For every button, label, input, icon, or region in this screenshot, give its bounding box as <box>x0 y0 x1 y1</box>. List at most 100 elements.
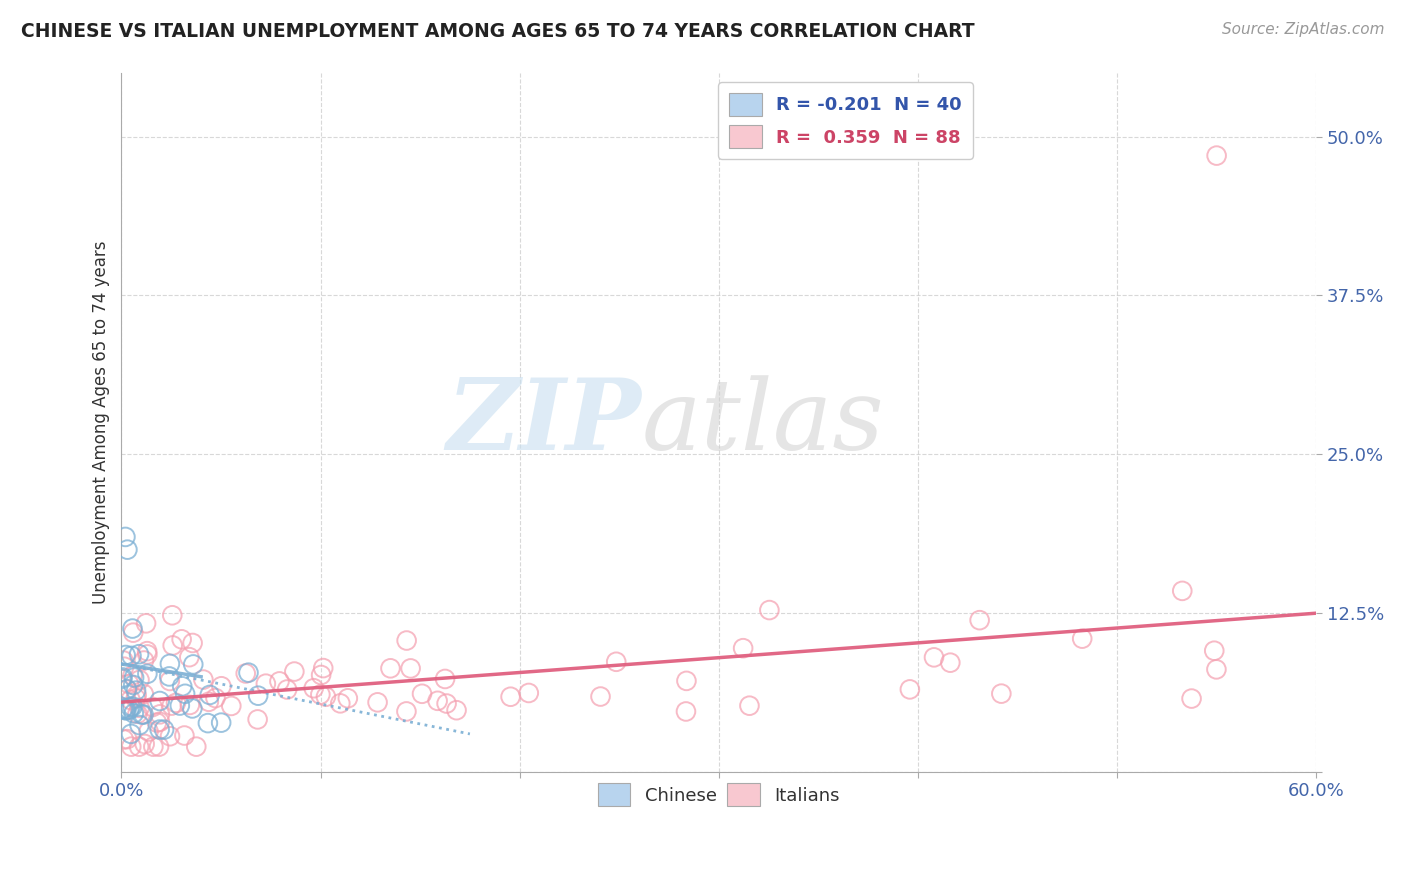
Point <box>329 696 352 710</box>
Point <box>112 654 135 668</box>
Legend: Chinese, Italians: Chinese, Italians <box>589 774 849 815</box>
Point <box>336 691 359 706</box>
Point <box>969 613 991 627</box>
Point <box>399 661 422 675</box>
Text: ZIP: ZIP <box>446 375 641 471</box>
Point <box>589 690 612 704</box>
Point <box>302 681 325 696</box>
Point <box>675 673 697 688</box>
Point <box>138 724 160 739</box>
Point <box>121 622 143 636</box>
Point <box>149 694 172 708</box>
Point <box>136 666 159 681</box>
Point <box>446 703 468 717</box>
Point <box>128 718 150 732</box>
Point <box>122 625 145 640</box>
Point <box>733 641 755 656</box>
Point <box>117 682 139 697</box>
Point <box>898 682 921 697</box>
Point <box>170 632 193 647</box>
Point <box>136 644 159 658</box>
Point <box>173 729 195 743</box>
Point <box>125 688 148 702</box>
Point <box>1204 644 1226 658</box>
Point <box>132 687 155 701</box>
Point <box>186 739 208 754</box>
Point <box>128 739 150 754</box>
Point <box>198 688 221 702</box>
Point <box>309 668 332 682</box>
Point <box>197 716 219 731</box>
Point <box>120 739 142 754</box>
Point <box>367 695 389 709</box>
Point <box>1205 662 1227 676</box>
Point <box>125 683 148 698</box>
Point <box>380 661 402 675</box>
Point <box>111 702 134 716</box>
Point <box>128 673 150 687</box>
Point <box>121 668 143 682</box>
Point <box>426 694 449 708</box>
Point <box>162 608 184 623</box>
Point <box>127 706 149 721</box>
Point <box>238 665 260 680</box>
Point <box>162 639 184 653</box>
Point <box>436 697 458 711</box>
Point <box>159 729 181 743</box>
Point <box>115 732 138 747</box>
Point <box>312 661 335 675</box>
Point <box>276 682 298 697</box>
Point <box>117 542 139 557</box>
Point <box>315 690 337 704</box>
Point <box>193 673 215 687</box>
Point <box>159 657 181 671</box>
Point <box>111 670 134 684</box>
Point <box>111 672 134 686</box>
Point <box>1180 691 1202 706</box>
Y-axis label: Unemployment Among Ages 65 to 74 years: Unemployment Among Ages 65 to 74 years <box>93 241 110 604</box>
Point <box>198 695 221 709</box>
Point <box>1071 632 1094 646</box>
Point <box>309 688 332 702</box>
Point <box>179 650 201 665</box>
Point <box>135 616 157 631</box>
Point <box>922 650 945 665</box>
Point <box>209 679 232 693</box>
Point <box>128 701 150 715</box>
Point <box>675 705 697 719</box>
Text: Source: ZipAtlas.com: Source: ZipAtlas.com <box>1222 22 1385 37</box>
Point <box>247 689 270 703</box>
Point <box>181 701 204 715</box>
Point <box>125 691 148 706</box>
Point <box>118 702 141 716</box>
Point <box>411 687 433 701</box>
Point <box>165 696 187 710</box>
Point <box>121 648 143 663</box>
Point <box>149 707 172 722</box>
Point <box>221 698 243 713</box>
Point <box>605 655 627 669</box>
Point <box>132 707 155 722</box>
Point <box>120 693 142 707</box>
Point <box>118 677 141 691</box>
Point <box>134 737 156 751</box>
Point <box>174 687 197 701</box>
Point <box>254 676 277 690</box>
Text: CHINESE VS ITALIAN UNEMPLOYMENT AMONG AGES 65 TO 74 YEARS CORRELATION CHART: CHINESE VS ITALIAN UNEMPLOYMENT AMONG AG… <box>21 22 974 41</box>
Point <box>434 672 457 686</box>
Point <box>269 674 291 689</box>
Point <box>122 671 145 685</box>
Point <box>122 678 145 692</box>
Point <box>1205 148 1227 162</box>
Point <box>112 701 135 715</box>
Point <box>114 703 136 717</box>
Point <box>142 700 165 714</box>
Point <box>136 648 159 662</box>
Point <box>148 739 170 754</box>
Point <box>990 687 1012 701</box>
Point <box>1171 583 1194 598</box>
Point <box>120 727 142 741</box>
Point <box>179 698 201 712</box>
Point <box>153 723 176 737</box>
Point <box>120 700 142 714</box>
